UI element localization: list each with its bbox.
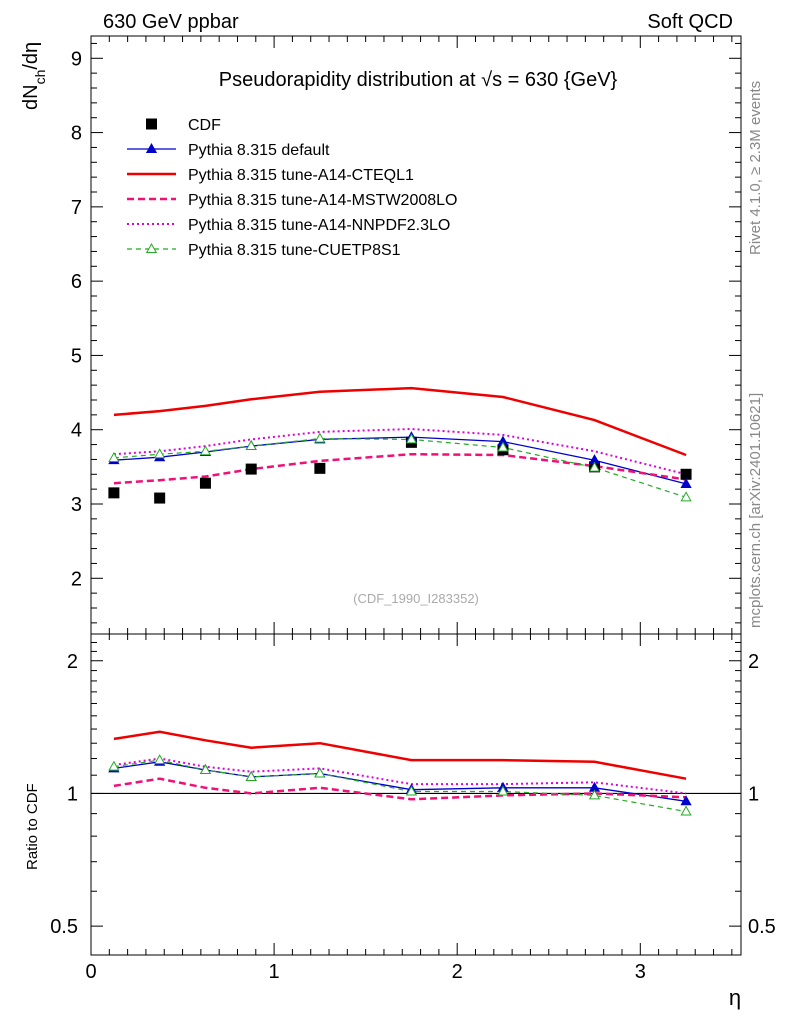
legend-label-1: Pythia 8.315 default (188, 142, 330, 159)
ratio-line-1 (113, 761, 687, 802)
main-y-label: dNch/dη (20, 42, 48, 110)
data-point (680, 468, 692, 480)
x-tick-label: 1 (269, 961, 280, 983)
legend-marker-5 (145, 242, 158, 253)
ratio-y-tick-label: 0.5 (50, 916, 78, 938)
legend-label-2: Pythia 8.315 tune-A14-CTEQL1 (188, 167, 414, 184)
ratio-marker-5 (108, 760, 120, 771)
ratio-line-5 (113, 759, 687, 813)
ratio-marker-5 (405, 785, 418, 796)
legend-label-4: Pythia 8.315 tune-A14-NNPDF2.3LO (188, 217, 450, 234)
x-axis-label: η (729, 985, 741, 1010)
series-marker-5 (314, 432, 326, 443)
legend-label-data: CDF (188, 117, 221, 134)
legend-label-5: Pythia 8.315 tune-CUETP8S1 (188, 242, 401, 259)
ratio-y-tick-label-right: 0.5 (748, 916, 776, 938)
header-left: 630 GeV ppbar (103, 11, 239, 33)
y-tick-label: 2 (71, 568, 82, 590)
legend: CDF Pythia 8.315 default Pythia 8.315 tune… (127, 117, 457, 259)
data-point (199, 477, 211, 489)
ratio-line-2 (113, 730, 687, 780)
main-panel: 2 3 4 5 6 7 8 9 Pseudorapidity distribution at … (20, 35, 742, 635)
data-point (245, 463, 257, 475)
ratio-frame (90, 633, 742, 956)
ratio-y-tick-label: 1 (67, 783, 78, 805)
series-marker-5 (588, 461, 601, 472)
y-tick-label: 6 (71, 271, 82, 293)
series-line-4 (113, 427, 687, 476)
series-marker-5 (405, 433, 418, 444)
ratio-y-tick-label-right: 2 (748, 651, 759, 673)
series-line-1 (113, 436, 687, 485)
ratio-marker-5 (314, 767, 326, 778)
ratio-marker-5 (245, 770, 257, 781)
ratio-y-label: Ratio to CDF (24, 783, 41, 870)
y-tick-label: 7 (71, 197, 82, 219)
data-point (314, 462, 326, 474)
ratio-y-tick-label: 2 (67, 651, 78, 673)
data-point (108, 487, 120, 499)
series-marker-5 (497, 441, 509, 452)
ratio-marker-5 (154, 754, 166, 765)
y-tick-label: 4 (71, 420, 82, 442)
ratio-marker-5 (199, 764, 212, 775)
series-marker-5 (154, 448, 166, 459)
ratio-line-4 (113, 757, 687, 795)
x-tick-label: 3 (635, 961, 646, 983)
ratio-marker-5 (680, 805, 692, 816)
series-marker-5 (108, 451, 120, 462)
series-marker-5 (680, 491, 692, 502)
mcplots-label: mcplots.cern.ch [arXiv:2401.10621] (747, 393, 764, 628)
series-line-2 (113, 386, 687, 457)
ratio-panel: 0.5 0.5 1 1 2 2 Ratio to CDF (24, 633, 776, 956)
series-line-3 (113, 452, 687, 485)
series-marker-5 (199, 445, 212, 456)
x-tick-label: 2 (452, 961, 463, 983)
y-tick-label: 5 (71, 345, 82, 367)
y-tick-label: 3 (71, 494, 82, 516)
x-tick-label: 0 (85, 961, 96, 983)
series-line-5 (113, 437, 687, 498)
chart-title: Pseudorapidity distribution at √s = 630 … (219, 69, 618, 91)
y-tick-label: 8 (71, 123, 82, 145)
legend-label-3: Pythia 8.315 tune-A14-MSTW2008LO (188, 192, 457, 209)
series-marker-5 (245, 440, 257, 451)
data-point (154, 492, 166, 504)
ratio-y-tick-label-right: 1 (748, 783, 759, 805)
legend-marker-1 (145, 142, 158, 153)
ratio-marker-5 (588, 789, 601, 800)
ratio-marker-1 (680, 795, 692, 806)
ratio-marker-5 (497, 785, 509, 796)
header-right: Soft QCD (647, 11, 733, 33)
rivet-label: Rivet 4.1.0, ≥ 2.3M events (747, 81, 764, 255)
legend-marker-data (146, 118, 157, 130)
y-tick-label: 9 (71, 48, 82, 70)
series-marker-1 (680, 477, 692, 488)
watermark: (CDF_1990_I283352) (353, 591, 479, 606)
